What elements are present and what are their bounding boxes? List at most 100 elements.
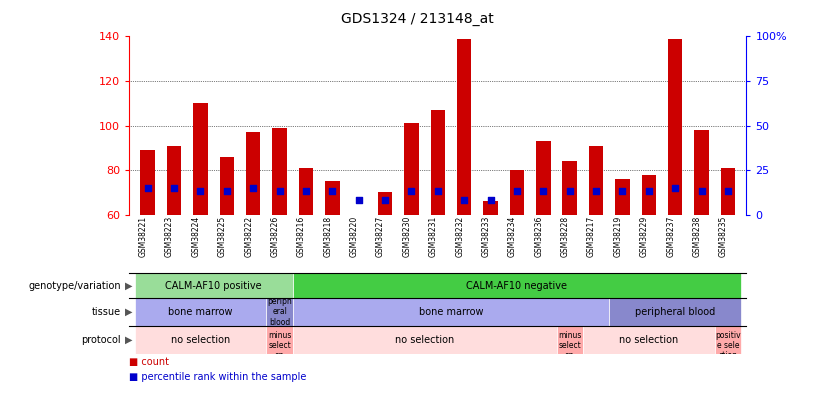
Point bbox=[695, 188, 708, 195]
Bar bbox=[641, 175, 656, 215]
Point bbox=[326, 188, 339, 195]
Bar bbox=[134, 326, 266, 354]
Bar bbox=[556, 326, 583, 354]
Point bbox=[431, 188, 445, 195]
Text: CALM-AF10 negative: CALM-AF10 negative bbox=[466, 281, 567, 290]
Bar bbox=[193, 103, 208, 215]
Text: CALM-AF10 positive: CALM-AF10 positive bbox=[165, 281, 262, 290]
Point bbox=[642, 188, 656, 195]
Point bbox=[590, 188, 603, 195]
Text: GDS1324 / 213148_at: GDS1324 / 213148_at bbox=[340, 12, 494, 26]
Text: GSM38219: GSM38219 bbox=[614, 216, 622, 257]
Text: protocol: protocol bbox=[81, 335, 121, 345]
Bar bbox=[299, 168, 314, 215]
Bar bbox=[583, 326, 715, 354]
Bar bbox=[140, 150, 155, 215]
Text: genotype/variation: genotype/variation bbox=[28, 281, 121, 290]
Text: CD3
minus
select
on: CD3 minus select on bbox=[268, 320, 291, 360]
Point bbox=[273, 188, 286, 195]
Point bbox=[458, 197, 471, 204]
Point bbox=[536, 188, 550, 195]
Text: GSM38217: GSM38217 bbox=[587, 216, 596, 257]
Text: ■ count: ■ count bbox=[129, 358, 169, 367]
Text: GSM38233: GSM38233 bbox=[481, 216, 490, 257]
Bar bbox=[266, 298, 293, 326]
Text: bone marrow: bone marrow bbox=[419, 307, 483, 317]
Bar bbox=[246, 132, 260, 215]
Text: no selection: no selection bbox=[619, 335, 679, 345]
Text: no selection: no selection bbox=[171, 335, 230, 345]
Text: GSM38228: GSM38228 bbox=[560, 216, 570, 257]
Bar bbox=[721, 168, 736, 215]
Text: CD3
minus
select
on: CD3 minus select on bbox=[558, 320, 581, 360]
Text: GSM38225: GSM38225 bbox=[218, 216, 227, 257]
Text: GSM38224: GSM38224 bbox=[192, 216, 200, 257]
Text: GSM38227: GSM38227 bbox=[376, 216, 385, 257]
Bar bbox=[430, 110, 445, 215]
Point bbox=[352, 197, 365, 204]
Point bbox=[141, 185, 154, 191]
Bar bbox=[589, 145, 603, 215]
Text: GSM38237: GSM38237 bbox=[666, 216, 676, 257]
Bar bbox=[536, 141, 550, 215]
Text: GSM38229: GSM38229 bbox=[640, 216, 649, 257]
Bar bbox=[134, 273, 293, 298]
Bar bbox=[610, 298, 741, 326]
Text: ▶: ▶ bbox=[125, 307, 133, 317]
Text: peripheral blood: peripheral blood bbox=[636, 307, 716, 317]
Point bbox=[168, 185, 181, 191]
Bar bbox=[404, 123, 419, 215]
Text: ▶: ▶ bbox=[125, 281, 133, 290]
Bar bbox=[266, 326, 293, 354]
Bar bbox=[134, 298, 266, 326]
Point bbox=[563, 188, 576, 195]
Bar bbox=[378, 192, 392, 215]
Text: GSM38236: GSM38236 bbox=[535, 216, 543, 257]
Text: CD34
positiv
e sele
ction: CD34 positiv e sele ction bbox=[716, 320, 741, 360]
Text: GSM38230: GSM38230 bbox=[403, 216, 411, 257]
Text: ▶: ▶ bbox=[125, 335, 133, 345]
Point bbox=[510, 188, 524, 195]
Point bbox=[669, 185, 682, 191]
Point bbox=[721, 188, 735, 195]
Text: GSM38220: GSM38220 bbox=[349, 216, 359, 257]
Point bbox=[615, 188, 629, 195]
Bar bbox=[510, 170, 525, 215]
Text: GSM38232: GSM38232 bbox=[455, 216, 465, 257]
Bar bbox=[668, 38, 682, 215]
Bar bbox=[167, 145, 181, 215]
Bar bbox=[695, 130, 709, 215]
Text: GSM38222: GSM38222 bbox=[244, 216, 254, 257]
Point bbox=[484, 197, 497, 204]
Text: GSM38216: GSM38216 bbox=[297, 216, 306, 257]
Bar bbox=[293, 273, 741, 298]
Text: tissue: tissue bbox=[92, 307, 121, 317]
Text: ■ percentile rank within the sample: ■ percentile rank within the sample bbox=[129, 372, 307, 382]
Bar bbox=[325, 181, 339, 215]
Text: bone marrow: bone marrow bbox=[168, 307, 233, 317]
Bar bbox=[457, 38, 471, 215]
Bar bbox=[293, 326, 556, 354]
Bar bbox=[484, 201, 498, 215]
Bar bbox=[219, 157, 234, 215]
Point bbox=[299, 188, 313, 195]
Point bbox=[193, 188, 207, 195]
Text: no selection: no selection bbox=[395, 335, 455, 345]
Bar bbox=[562, 161, 577, 215]
Point bbox=[404, 188, 418, 195]
Text: GSM38235: GSM38235 bbox=[719, 216, 728, 257]
Text: GSM38221: GSM38221 bbox=[138, 216, 148, 257]
Bar bbox=[615, 179, 630, 215]
Text: GSM38223: GSM38223 bbox=[165, 216, 174, 257]
Bar bbox=[715, 326, 741, 354]
Point bbox=[247, 185, 260, 191]
Text: GSM38226: GSM38226 bbox=[270, 216, 279, 257]
Bar bbox=[273, 128, 287, 215]
Text: GSM38234: GSM38234 bbox=[508, 216, 517, 257]
Text: GSM38218: GSM38218 bbox=[324, 216, 333, 257]
Text: periph
eral
blood: periph eral blood bbox=[267, 297, 292, 327]
Point bbox=[220, 188, 234, 195]
Text: GSM38238: GSM38238 bbox=[692, 216, 701, 257]
Bar bbox=[293, 298, 610, 326]
Text: GSM38231: GSM38231 bbox=[429, 216, 438, 257]
